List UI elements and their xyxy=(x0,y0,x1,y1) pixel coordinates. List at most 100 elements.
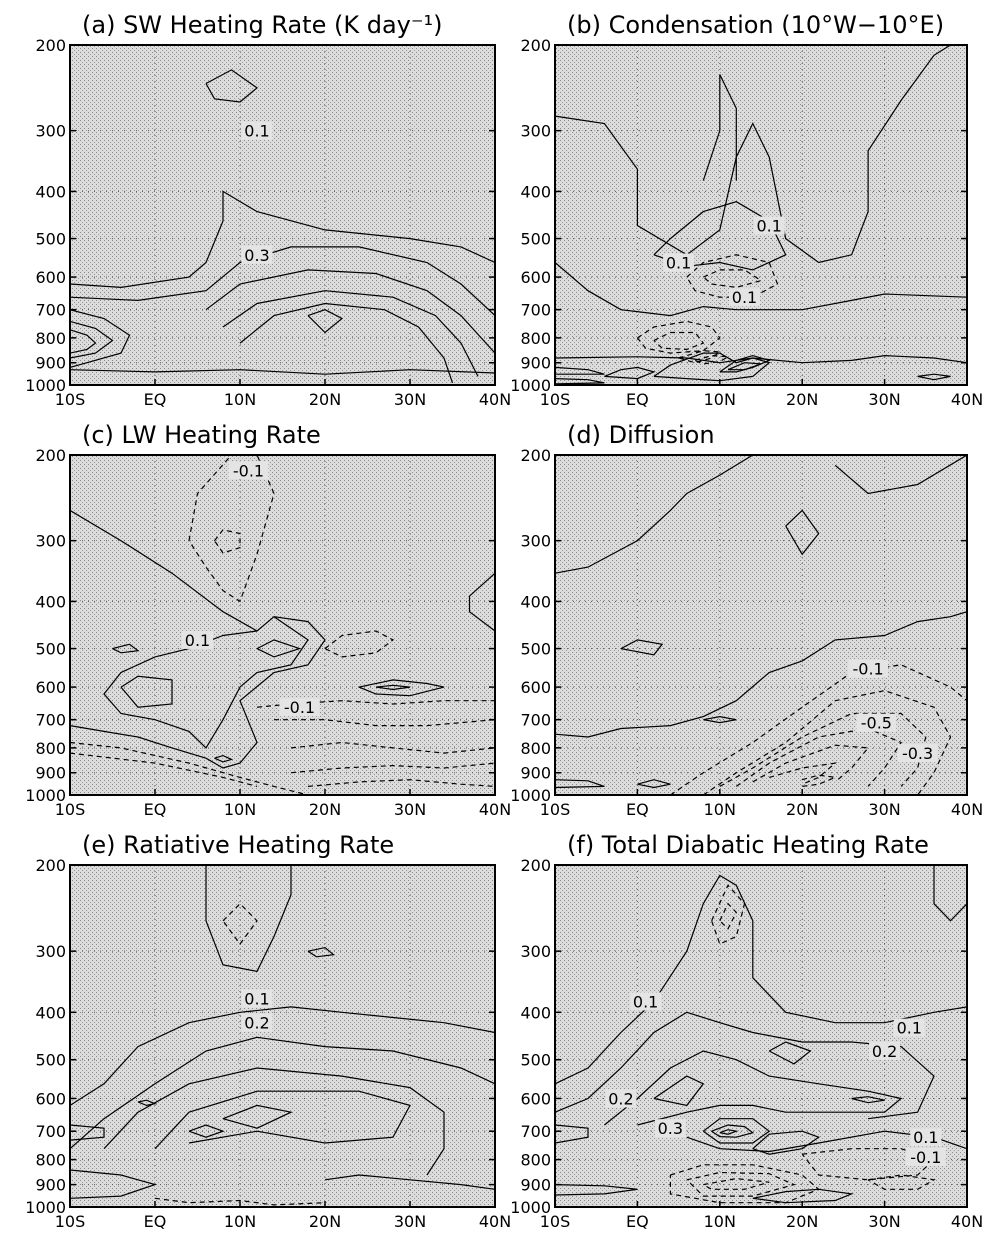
contour-line-positive xyxy=(222,1104,293,1129)
panel-lw-heating: -0.10.1-0.120030040050060070080090010001… xyxy=(25,421,511,819)
contour-label-bg xyxy=(856,713,897,732)
x-tick-label: 10S xyxy=(540,390,571,409)
contour-label: 0.3 xyxy=(244,246,269,265)
y-tick-label: 200 xyxy=(520,446,551,465)
contour-line-positive xyxy=(70,190,495,289)
contour-line-positive xyxy=(702,74,737,181)
y-tick-label: 200 xyxy=(35,856,66,875)
contour-line-negative xyxy=(703,1177,770,1190)
contour-line-negative xyxy=(188,455,275,603)
x-tick-label: 10N xyxy=(224,390,256,409)
y-tick-label: 1000 xyxy=(25,376,66,395)
contour-label: 0.1 xyxy=(897,1019,922,1038)
contour-line-positive xyxy=(653,352,771,382)
x-tick-label: 30N xyxy=(394,1212,426,1231)
contour-line-positive xyxy=(324,1174,495,1190)
y-tick-label: 600 xyxy=(520,678,551,697)
contour-line-positive xyxy=(205,69,258,103)
panel-background xyxy=(70,45,495,385)
contour-label-bg xyxy=(897,744,938,763)
contour-label-bg xyxy=(630,992,662,1011)
x-tick-label: EQ xyxy=(626,390,649,409)
panel-condensation: 0.1 0.1 0.1 200 300 400 500 600 700 800 900 100010S… xyxy=(510,11,983,409)
contour-line-positive xyxy=(555,455,754,574)
contour-line-positive xyxy=(555,874,967,1085)
contour-line-positive xyxy=(307,309,344,334)
y-tick-label: 700 xyxy=(35,1122,66,1141)
contour-line-negative xyxy=(636,320,721,354)
contour-line-negative xyxy=(711,884,746,945)
contour-line-positive xyxy=(358,679,445,697)
x-tick-label: 10N xyxy=(224,800,256,819)
contour-label-bg xyxy=(279,698,320,717)
contour-line-positive xyxy=(70,509,309,749)
contour-label-bg xyxy=(241,245,273,264)
y-tick-label: 700 xyxy=(35,711,66,730)
contour-line-positive xyxy=(214,754,234,763)
panel-background xyxy=(555,455,967,795)
x-tick-label: 10S xyxy=(55,1212,86,1231)
contour-line-negative xyxy=(686,1171,796,1197)
contour-label: 0.1 xyxy=(244,122,269,141)
contour-line-positive xyxy=(711,1124,755,1138)
x-tick-label: 10N xyxy=(704,800,736,819)
contour-line-positive xyxy=(70,309,131,368)
contour-label: 0.1 xyxy=(757,216,782,235)
contour-line-negative xyxy=(274,719,495,727)
y-tick-label: 900 xyxy=(35,764,66,783)
contour-line-positive xyxy=(851,1096,885,1104)
contour-line-positive xyxy=(555,1011,935,1120)
panel-frame xyxy=(69,44,496,386)
contour-line-negative xyxy=(290,762,495,774)
y-tick-label: 300 xyxy=(520,532,551,551)
y-tick-label: 900 xyxy=(35,1176,66,1195)
contour-line-negative xyxy=(678,350,722,364)
panel-frame xyxy=(554,864,968,1208)
contour-label-bg xyxy=(910,1128,942,1147)
contour-label: -0.1 xyxy=(233,461,264,480)
contour-label-bg xyxy=(241,121,273,140)
contour-line-positive xyxy=(307,946,335,958)
contour-line-positive xyxy=(637,779,671,789)
contour-line-positive xyxy=(70,369,495,375)
contour-line-negative xyxy=(867,1174,936,1190)
contour-line-negative xyxy=(669,1164,820,1204)
contour-label-bg xyxy=(753,216,785,235)
contour-line-negative xyxy=(802,774,838,787)
contour-label-bg xyxy=(893,1018,925,1037)
contour-line-positive xyxy=(785,509,820,556)
x-tick-label: 30N xyxy=(394,800,426,819)
contour-line-negative xyxy=(769,762,838,785)
panel-title: (f) Total Diabatic Heating Rate xyxy=(567,831,929,859)
contour-line-positive xyxy=(120,675,173,708)
y-tick-label: 400 xyxy=(35,592,66,611)
x-tick-label: 40N xyxy=(479,1212,511,1231)
y-tick-label: 900 xyxy=(35,354,66,373)
contour-line-positive xyxy=(604,366,656,380)
y-tick-label: 200 xyxy=(35,446,66,465)
x-tick-label: 30N xyxy=(868,800,900,819)
contour-label: 0.2 xyxy=(244,1014,269,1033)
contour-line-negative xyxy=(719,712,927,787)
contour-line-positive xyxy=(727,362,762,371)
y-tick-label: 600 xyxy=(520,268,551,287)
contour-label: 0.2 xyxy=(872,1042,897,1061)
contour-line-positive xyxy=(112,643,140,654)
contour-label: -0.3 xyxy=(902,744,933,763)
contour-line-negative xyxy=(222,902,258,946)
contour-label: 0.1 xyxy=(666,254,691,273)
contour-line-negative xyxy=(694,354,730,365)
x-tick-label: 20N xyxy=(786,800,818,819)
x-tick-label: 10S xyxy=(55,390,86,409)
contour-line-negative xyxy=(801,1148,936,1181)
panel-background xyxy=(70,865,495,1207)
contour-line-negative xyxy=(719,902,738,930)
y-tick-label: 600 xyxy=(35,268,66,287)
contour-line-positive xyxy=(256,639,302,658)
y-tick-label: 300 xyxy=(35,532,66,551)
y-tick-label: 1000 xyxy=(510,1198,551,1217)
panel-total-diabatic-heating: 0.10.10.20.20.3 0.1-0.1200300400500600700… xyxy=(510,831,983,1231)
contour-line-positive xyxy=(222,290,479,377)
y-tick-label: 800 xyxy=(520,329,551,348)
